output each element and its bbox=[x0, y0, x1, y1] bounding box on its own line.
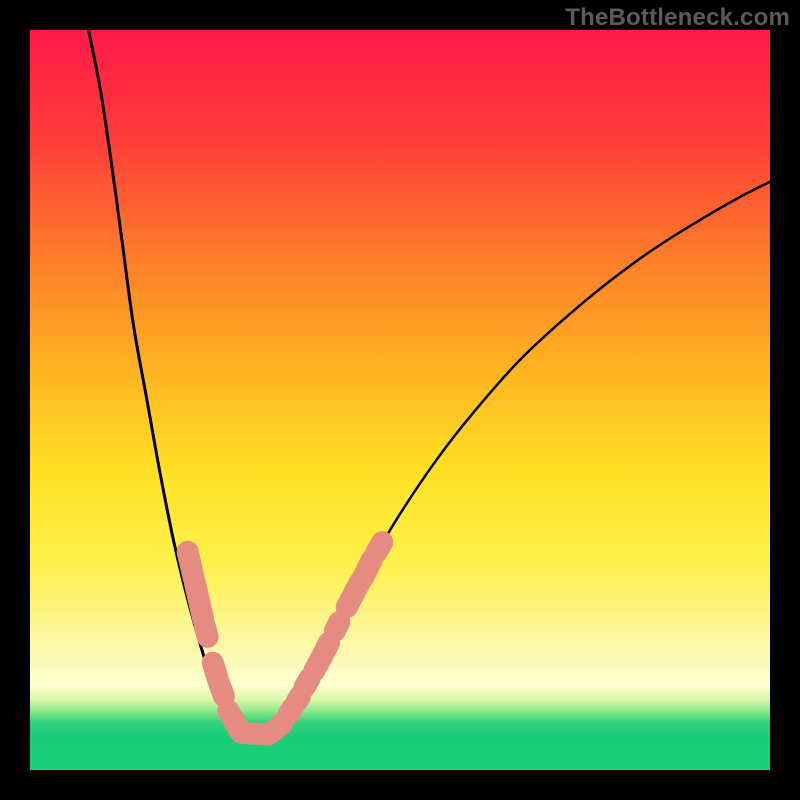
plot-background bbox=[30, 30, 770, 770]
highlight-segment bbox=[219, 684, 223, 696]
highlight-segment bbox=[363, 560, 372, 578]
highlight-segment bbox=[325, 643, 329, 652]
watermark-text: TheBottleneck.com bbox=[565, 4, 790, 32]
highlight-segment bbox=[205, 626, 208, 637]
highlight-segment bbox=[195, 584, 203, 620]
highlight-segment bbox=[273, 724, 282, 731]
chart-svg bbox=[0, 0, 800, 800]
chart-frame: TheBottleneck.com bbox=[0, 0, 800, 800]
highlight-segment bbox=[335, 622, 339, 631]
highlight-segment bbox=[376, 542, 382, 552]
